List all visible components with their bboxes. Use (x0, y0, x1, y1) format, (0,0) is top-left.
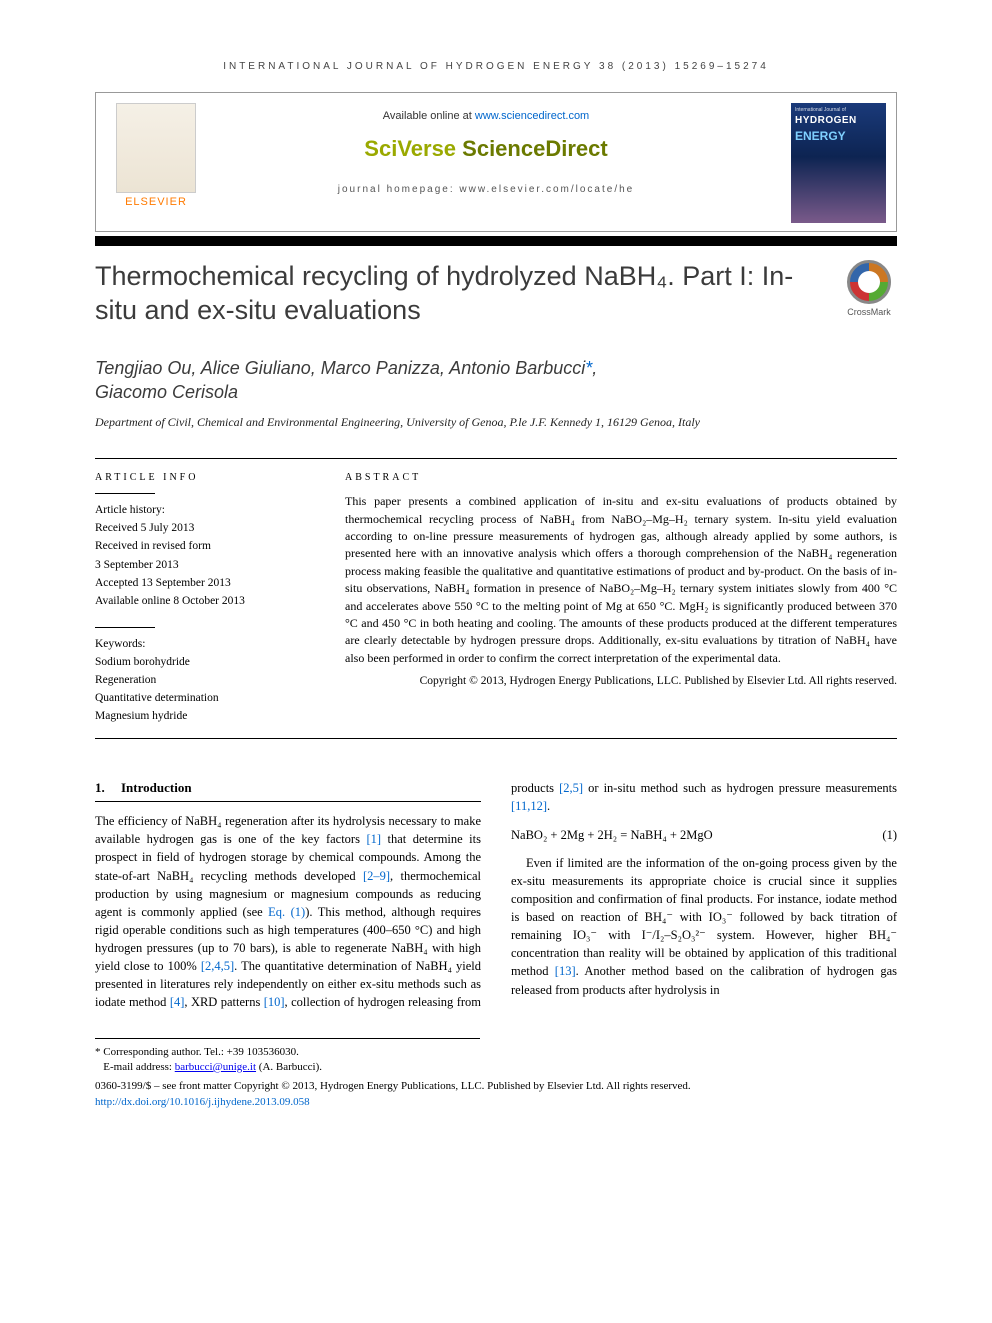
divider-bar (95, 236, 897, 246)
homepage-url[interactable]: www.elsevier.com/locate/he (459, 184, 634, 195)
corresponding-author: * Corresponding author. Tel.: +39 103536… (95, 1045, 480, 1060)
t: Even if limited are the information of t… (511, 856, 897, 979)
revised-line1: Received in revised form (95, 538, 305, 554)
ref-link-2-9[interactable]: [2–9] (363, 869, 390, 883)
crossmark-widget[interactable]: CrossMark (841, 260, 897, 319)
sciverse-word: SciVerse (364, 136, 456, 161)
elsevier-tree-icon (116, 103, 196, 193)
body-columns: 1. Introduction The efficiency of NaBH₄ … (95, 779, 897, 1011)
section-title: Introduction (121, 780, 192, 795)
ref-link-4[interactable]: [4] (170, 995, 185, 1009)
email-owner: (A. Barbucci). (256, 1061, 322, 1073)
cover-energy: ENERGY (795, 128, 882, 145)
cover-journal-name: International Journal of (795, 107, 882, 114)
running-head: INTERNATIONAL JOURNAL OF HYDROGEN ENERGY… (95, 60, 897, 74)
doi-link[interactable]: http://dx.doi.org/10.1016/j.ijhydene.201… (95, 1096, 310, 1108)
journal-homepage-line: journal homepage: www.elsevier.com/locat… (216, 183, 756, 197)
elsevier-logo: ELSEVIER (106, 103, 206, 223)
section-number: 1. (95, 780, 105, 795)
journal-cover-thumb: International Journal of HYDROGEN ENERGY (791, 103, 886, 223)
abstract-text: This paper presents a combined applicati… (345, 493, 897, 667)
section-heading: 1. Introduction (95, 779, 481, 802)
crossmark-icon (847, 260, 891, 304)
issn-line: 0360-3199/$ – see front matter Copyright… (95, 1079, 897, 1095)
homepage-label: journal homepage: (338, 184, 460, 195)
crossmark-label: CrossMark (847, 307, 891, 317)
equation-1: NaBO₂ + 2Mg + 2H₂ = NaBH₄ + 2MgO (1) (511, 826, 897, 844)
ref-link-245[interactable]: [2,4,5] (201, 959, 234, 973)
ref-link-1112[interactable]: [11,12] (511, 799, 547, 813)
sciencedirect-link[interactable]: www.sciencedirect.com (475, 110, 589, 122)
keyword-1: Regeneration (95, 672, 305, 688)
authors-main: Tengjiao Ou, Alice Giuliano, Marco Paniz… (95, 358, 585, 378)
t: or in-situ method such as hydrogen press… (583, 781, 897, 795)
ref-link-eq1[interactable]: Eq. (1) (268, 905, 305, 919)
intro-para-3: Even if limited are the information of t… (511, 854, 897, 999)
issn-doi-block: 0360-3199/$ – see front matter Copyright… (95, 1079, 897, 1111)
ref-link-13[interactable]: [13] (555, 964, 576, 978)
ref-link-1[interactable]: [1] (366, 832, 381, 846)
keyword-2: Quantitative determination (95, 690, 305, 706)
history-label: Article history: (95, 502, 305, 518)
elsevier-label: ELSEVIER (106, 195, 206, 210)
online-date: Available online 8 October 2013 (95, 593, 305, 609)
author-list: Tengjiao Ou, Alice Giuliano, Marco Paniz… (95, 356, 897, 405)
journal-header-box: ELSEVIER Available online at www.science… (95, 92, 897, 232)
email-label: E-mail address: (103, 1061, 174, 1073)
affiliation: Department of Civil, Chemical and Enviro… (95, 414, 897, 430)
kw-divider (95, 627, 155, 628)
article-info-heading: ARTICLE INFO (95, 471, 305, 485)
info-divider (95, 493, 155, 494)
author-last: Giacomo Cerisola (95, 382, 238, 402)
equation-formula: NaBO₂ + 2Mg + 2H₂ = NaBH₄ + 2MgO (511, 826, 713, 844)
article-info-column: ARTICLE INFO Article history: Received 5… (95, 459, 305, 738)
cover-hydrogen: HYDROGEN (795, 114, 882, 128)
revised-line2: 3 September 2013 (95, 557, 305, 573)
sciverse-sciencedirect-logo: SciVerse ScienceDirect (216, 134, 756, 165)
keyword-0: Sodium borohydride (95, 654, 305, 670)
email-line: E-mail address: barbucci@unige.it (A. Ba… (95, 1060, 480, 1075)
abstract-heading: ABSTRACT (345, 471, 897, 485)
keyword-3: Magnesium hydride (95, 708, 305, 724)
article-title: Thermochemical recycling of hydrolyzed N… (95, 260, 821, 328)
t: , XRD patterns (184, 995, 263, 1009)
ref-link-10[interactable]: [10] (264, 995, 285, 1009)
accepted-date: Accepted 13 September 2013 (95, 575, 305, 591)
email-link[interactable]: barbucci@unige.it (175, 1061, 256, 1073)
corresponding-mark[interactable]: * (585, 358, 592, 378)
abstract-column: ABSTRACT This paper presents a combined … (345, 459, 897, 738)
available-prefix: Available online at (383, 110, 475, 122)
footnotes: * Corresponding author. Tel.: +39 103536… (95, 1038, 480, 1076)
keywords-label: Keywords: (95, 636, 305, 652)
sciencedirect-word: ScienceDirect (456, 136, 608, 161)
equation-number: (1) (882, 826, 897, 844)
article-meta-row: ARTICLE INFO Article history: Received 5… (95, 458, 897, 739)
ref-link-25[interactable]: [2,5] (559, 781, 583, 795)
abstract-copyright: Copyright © 2013, Hydrogen Energy Public… (345, 673, 897, 689)
available-online-line: Available online at www.sciencedirect.co… (216, 109, 756, 124)
received-date: Received 5 July 2013 (95, 520, 305, 536)
t: . (547, 799, 550, 813)
